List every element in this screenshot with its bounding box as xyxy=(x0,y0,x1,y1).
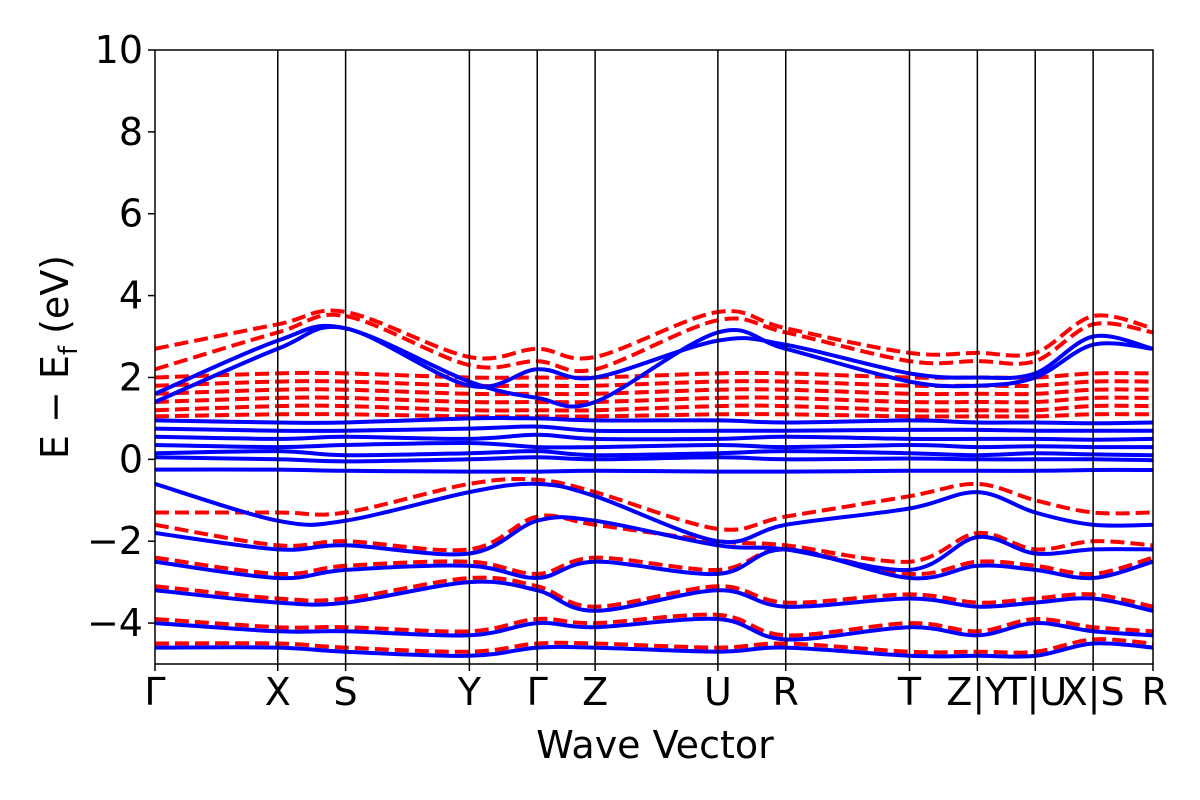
spin-down-band-12 xyxy=(155,612,1153,638)
x-ticks-layer: Γ X S Y Γ Z U R T Z|YT|UX|S R xyxy=(144,664,1168,715)
y-tick-label: 4 xyxy=(119,274,143,318)
x-tick-label: R xyxy=(1142,670,1168,714)
x-tick-label: X|S xyxy=(1062,670,1125,715)
x-tick-label: U xyxy=(704,670,732,714)
y-axis-title: E − Ef (eV) xyxy=(33,255,84,459)
x-tick-label: X xyxy=(265,670,291,714)
y-axis-title-subscript: f xyxy=(54,345,84,355)
spin-down-band-5 xyxy=(155,395,1153,405)
spin-up-band-10 xyxy=(155,579,1153,613)
spin-up-band-0 xyxy=(155,467,1153,474)
y-tick-label: 10 xyxy=(95,28,143,72)
spin-down-band-4 xyxy=(155,387,1153,397)
x-tick-label: Z|Y xyxy=(946,670,1009,715)
spin-down-band-7 xyxy=(155,412,1153,419)
spin-up-band-8 xyxy=(155,515,1153,572)
spin-up-band-4 xyxy=(155,432,1153,442)
spin-down-band-10 xyxy=(155,547,1153,577)
x-tick-label: Y xyxy=(457,670,482,714)
spin-up-band-14 xyxy=(155,323,1153,409)
y-tick-label: 0 xyxy=(119,437,143,481)
spin-up-band-6 xyxy=(155,416,1153,426)
x-tick-label: R xyxy=(773,670,799,714)
y-axis-title-unit: (eV) xyxy=(33,255,77,346)
y-tick-label: 2 xyxy=(119,355,143,399)
y-tick-label: 6 xyxy=(119,192,143,236)
x-tick-label: Z xyxy=(582,670,608,714)
spin-up-band-7 xyxy=(155,481,1153,545)
spin-up-band-5 xyxy=(155,424,1153,434)
x-tick-label: T xyxy=(897,670,922,714)
x-axis-title: Wave Vector xyxy=(536,723,774,767)
plot-frame xyxy=(154,49,1154,665)
spin-down-band-6 xyxy=(155,403,1153,413)
spin-down-band-13 xyxy=(155,637,1153,655)
spin-down-band-9 xyxy=(155,513,1153,564)
spin-down-band-1 xyxy=(155,312,1153,374)
spin-down-band-11 xyxy=(155,575,1153,609)
x-tick-label: S xyxy=(334,670,358,714)
bands-layer xyxy=(155,308,1153,659)
spin-up-band-9 xyxy=(155,547,1153,581)
spin-up-band-1 xyxy=(155,455,1153,464)
spin-down-band-0 xyxy=(155,308,1153,361)
spin-up-band-2 xyxy=(155,449,1153,458)
y-axis-title-main: E − E xyxy=(33,355,77,459)
y-tick-label: −4 xyxy=(87,601,143,645)
kpoint-lines-layer xyxy=(277,50,1094,664)
spin-down-band-8 xyxy=(155,477,1153,532)
y-ticks-layer: −4 −2 0 2 4 6 8 10 xyxy=(87,28,155,645)
spin-up-band-11 xyxy=(155,616,1153,642)
spin-up-band-3 xyxy=(155,440,1153,450)
spin-down-band-3 xyxy=(155,379,1153,388)
x-tick-label: T|U xyxy=(1002,670,1067,715)
x-tick-label: Γ xyxy=(527,670,548,714)
y-tick-label: −2 xyxy=(87,519,143,563)
spin-up-band-12 xyxy=(155,641,1153,659)
y-tick-label: 8 xyxy=(119,110,143,154)
x-tick-label: Γ xyxy=(144,670,165,714)
